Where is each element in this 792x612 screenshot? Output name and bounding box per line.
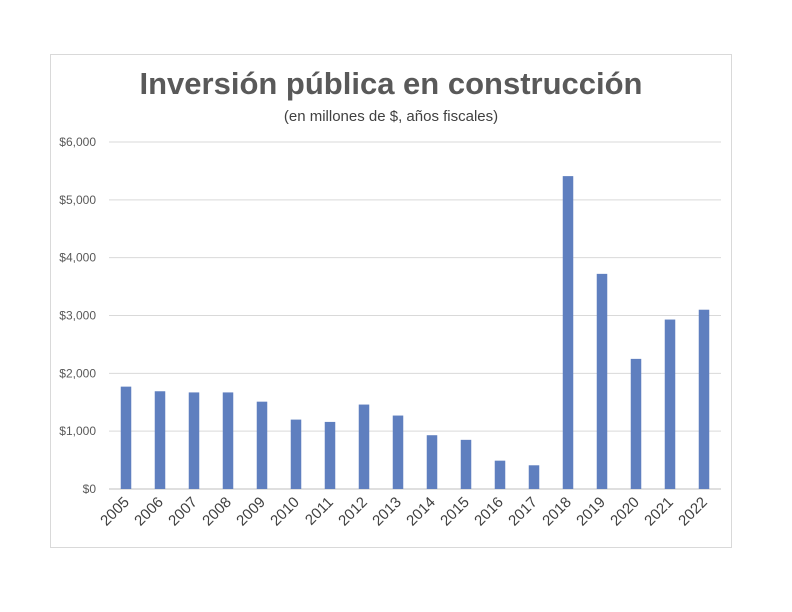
x-tick-label: 2021 bbox=[641, 494, 677, 530]
chart-subtitle: (en millones de $, años fiscales) bbox=[283, 108, 499, 125]
x-tick-label: 2014 bbox=[403, 494, 439, 530]
x-tick-label: 2005 bbox=[97, 494, 133, 530]
bar-2017 bbox=[528, 465, 540, 489]
x-tick-label: 2022 bbox=[675, 494, 711, 530]
x-tick-label: 2018 bbox=[539, 494, 575, 530]
x-tick-label: 2008 bbox=[199, 494, 235, 530]
y-tick-label: $5,000 bbox=[59, 193, 96, 207]
x-tick-label: 2007 bbox=[165, 494, 201, 530]
bar-2022 bbox=[698, 309, 710, 489]
x-tick-label: 2010 bbox=[267, 494, 303, 530]
bar-2018 bbox=[562, 176, 574, 489]
x-tick-label: 2015 bbox=[437, 494, 473, 530]
bar-2009 bbox=[256, 401, 268, 489]
y-tick-label: $0 bbox=[83, 482, 97, 496]
x-tick-label: 2006 bbox=[131, 494, 167, 530]
bar-2011 bbox=[324, 421, 336, 489]
x-tick-label: 2012 bbox=[335, 494, 371, 530]
bar-2016 bbox=[494, 460, 506, 489]
bar-2015 bbox=[460, 439, 472, 489]
bar-2012 bbox=[358, 404, 370, 489]
x-tick-label: 2009 bbox=[233, 494, 269, 530]
y-axis-ticks: $0 $1,000 $2,000 $3,000 $4,000 $5,000 $6,000 bbox=[59, 135, 96, 496]
bar-2013 bbox=[392, 415, 404, 489]
y-tick-label: $4,000 bbox=[59, 251, 96, 265]
chart-title: Inversión pública en construcción bbox=[139, 66, 643, 101]
x-tick-label: 2019 bbox=[573, 494, 609, 530]
x-tick-label: 2013 bbox=[369, 494, 405, 530]
bar-2021 bbox=[664, 319, 676, 489]
bar-2005 bbox=[120, 386, 132, 489]
x-tick-label: 2016 bbox=[471, 494, 507, 530]
bar-2006 bbox=[154, 391, 166, 489]
bar-2010 bbox=[290, 419, 302, 489]
gridlines bbox=[109, 141, 721, 490]
bar-2007 bbox=[188, 392, 200, 489]
x-tick-label: 2017 bbox=[505, 494, 541, 530]
x-tick-label: 2011 bbox=[302, 494, 337, 529]
bar-2008 bbox=[222, 392, 234, 489]
y-tick-label: $1,000 bbox=[59, 424, 96, 438]
y-tick-label: $2,000 bbox=[59, 366, 96, 380]
bar-2014 bbox=[426, 435, 438, 489]
y-tick-label: $3,000 bbox=[59, 309, 96, 323]
bar-2020 bbox=[630, 358, 642, 489]
y-tick-label: $6,000 bbox=[59, 135, 96, 149]
bars bbox=[120, 176, 710, 489]
bar-2019 bbox=[596, 273, 608, 489]
x-tick-label: 2020 bbox=[607, 494, 643, 530]
